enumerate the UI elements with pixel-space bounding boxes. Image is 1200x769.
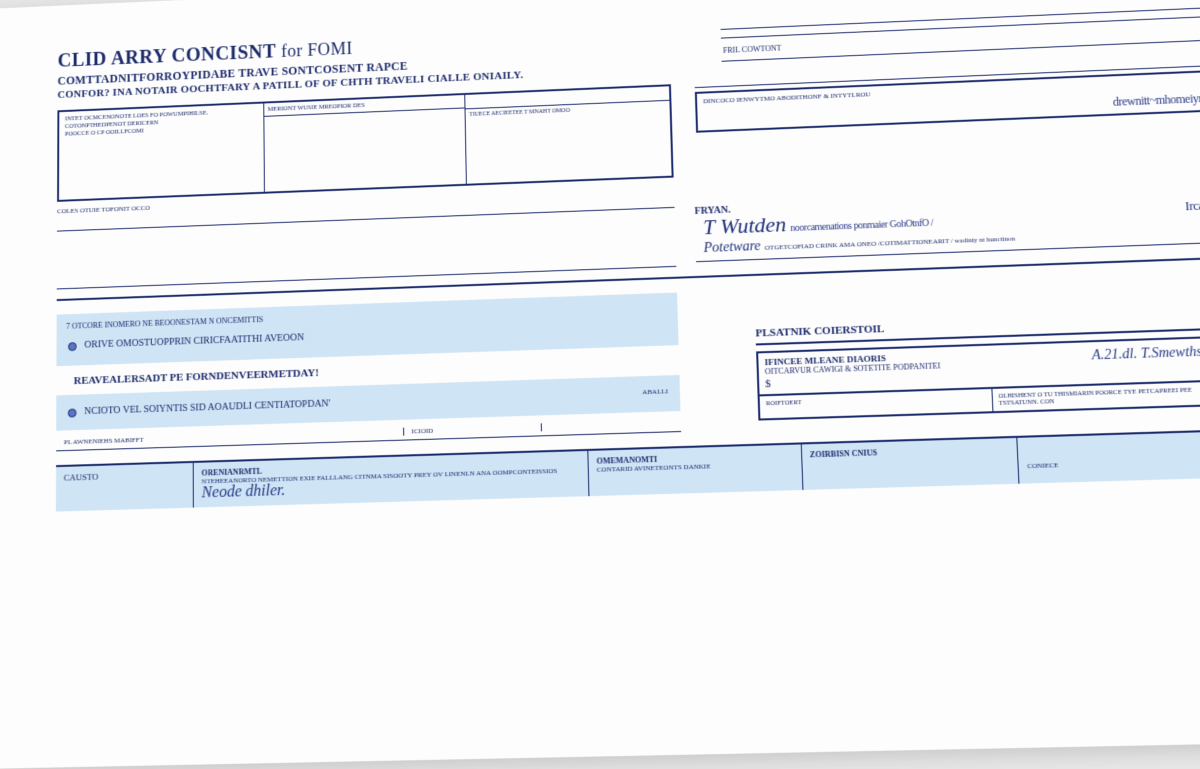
info-col-3-body: TIUECE AECIEETEE T MNAHT OMOO	[465, 100, 671, 184]
form-title-light: for FOMI	[281, 39, 353, 61]
lower-c5: CONIECE	[1027, 456, 1200, 470]
info-box-left: INTET OCMCENONOTE LOES FO POWUMPIHILSE. …	[57, 84, 674, 202]
signature-main: T Wutden	[703, 211, 787, 239]
info-col-1: INTET OCMCENONOTE LOES FO POWUMPIHILSE. …	[59, 103, 264, 199]
signature-secondary: Potetware	[703, 239, 760, 256]
signature-scribble-1: drewnitt~mhomeiyn	[1112, 91, 1200, 110]
right-small-box[interactable]: DINCOCO IENWYTMO ABODITHONF & INTYTLROU …	[695, 70, 1200, 133]
mid-right-scribble: A.21.dl. T.Smewthsell	[1092, 344, 1200, 364]
mid-right-section: PLSATNIK COIERSTOIL IFINCEE MLEANE DIAOR…	[755, 311, 1200, 420]
right-box-label: DINCOCO IENWYTMO ABODITHONF & INTYTLROU	[703, 90, 871, 105]
signature-far: Ircantin	[1185, 197, 1200, 214]
signature-left-box	[57, 207, 677, 290]
lower-c1: CAUSTO	[56, 463, 193, 512]
lower-c4-head: ZOIRBISN CNIUS	[810, 444, 1009, 459]
signature-annot2: OTGETCOFIAD CRINK AMA ONEO /COTIMATTIONE…	[765, 235, 1016, 252]
